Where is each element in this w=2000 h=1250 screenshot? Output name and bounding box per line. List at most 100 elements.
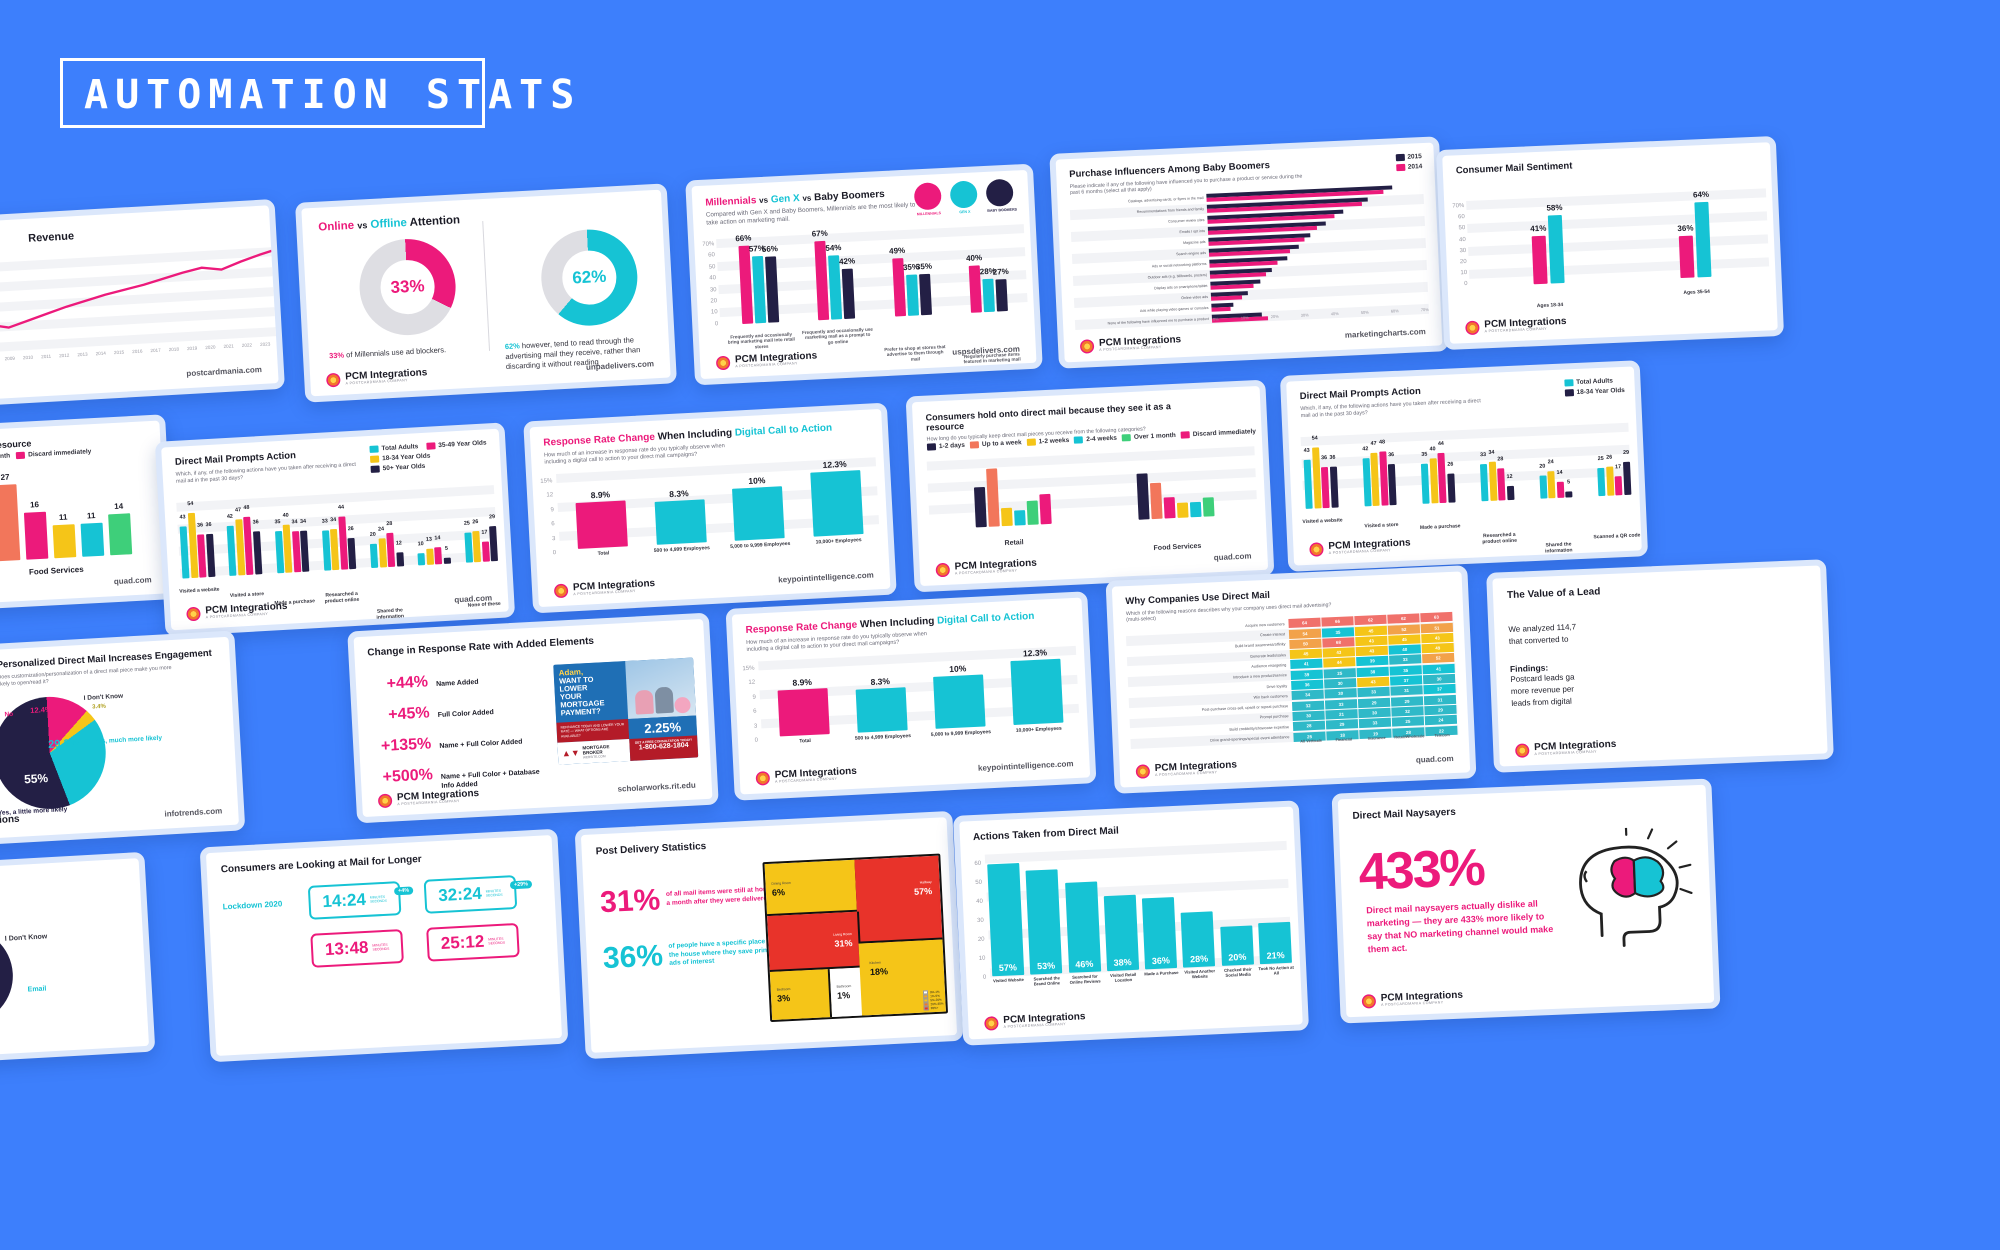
- heatmap-cell: 32: [1291, 700, 1325, 711]
- source-label: marketingcharts.com: [1344, 326, 1426, 340]
- pcm-logo-icon: [984, 1016, 999, 1031]
- added-element-label: Name + Full Color Added: [439, 738, 523, 750]
- heatmap-cell: 66: [1321, 616, 1354, 627]
- action-bar: 28% Visited Another Website: [1180, 911, 1216, 979]
- bottom-left-label-email: Email: [27, 985, 47, 994]
- heatmap-cell: 25: [1391, 716, 1425, 727]
- bar-group: 25 26 17 29 None of these: [464, 514, 501, 609]
- bar-group: 20 24 28 12 Shared the information: [369, 521, 404, 621]
- bar: 48: [243, 505, 254, 576]
- heatmap-cell: 41: [1290, 659, 1323, 670]
- brand-logo: PCM Integrations A POSTCARDMANIA COMPANY: [553, 578, 656, 599]
- card-prompts-left[interactable]: Direct Mail Prompts Action Which, if any…: [154, 422, 516, 637]
- response-b-bars: 8.9% Total 8.3% 500 to 4,999 Employees 10%…: [762, 646, 1077, 745]
- bar-value: 47: [234, 506, 242, 514]
- added-element-value: +44%: [386, 673, 429, 693]
- pie-label-much: Yes, much more likely: [93, 734, 163, 746]
- bar-group: 43 54 36 36 Visited a website: [1302, 435, 1342, 525]
- action-bar-label: Visited Retail Location: [1109, 971, 1137, 983]
- sentiment-title: Consumer Mail Sentiment: [1455, 160, 1573, 177]
- card-personalized-direct-mail[interactable]: Personalized Direct Mail Increases Engag…: [0, 630, 246, 850]
- bar-group: 33 34 28 12 Researched a product online: [1480, 450, 1517, 545]
- pcm-logo-icon: [715, 355, 731, 371]
- heatmap-cell: 45: [1354, 625, 1388, 636]
- actions-taken-bars: 57% Visited Website 53% Searched the Brand …: [987, 841, 1294, 986]
- heatmap-cell: 34: [1291, 689, 1324, 701]
- heatmap-column-label: Insurance: [1367, 735, 1386, 741]
- card-resource-left[interactable]: as a resource 1 month Discard immediatel…: [0, 414, 175, 615]
- longer-cell-b1: 32:24 MINUTES SECONDS: [423, 875, 518, 914]
- action-bar-label: Searched for Online Reviews: [1069, 973, 1101, 985]
- source-label: uspsdelivers.com: [952, 343, 1021, 357]
- added-element-value: +45%: [387, 704, 431, 724]
- naysayers-body: Direct mail naysayers actually dislike a…: [1366, 898, 1554, 955]
- pie-value-much: 29.2%: [47, 737, 80, 751]
- card-added-elements[interactable]: Change in Response Rate with Added Eleme…: [347, 612, 719, 824]
- heatmap-cell: 43: [1355, 645, 1389, 657]
- heatmap-cell: 40: [1388, 644, 1421, 655]
- bar: 44: [1438, 441, 1447, 504]
- sentiment-yaxis: 70% 60 50 40 30 20 10 0: [1452, 203, 1468, 288]
- card-response-rate-b[interactable]: Response Rate Change When Including Digi…: [725, 591, 1097, 801]
- card-why-companies[interactable]: Why Companies Use Direct Mail Which of t…: [1105, 565, 1477, 794]
- bar-value: 48: [1378, 439, 1386, 446]
- source-label: unpadelivers.com: [585, 358, 655, 372]
- bar-category-label: Visited a store: [1364, 521, 1399, 530]
- bar: 17: [1615, 464, 1623, 496]
- heatmap-cell: 37: [1423, 684, 1456, 695]
- card-post-delivery[interactable]: Post Delivery Statistics 31% of all mail…: [574, 810, 964, 1060]
- bar-group: 43 54 36 36 Visited a website: [179, 501, 219, 595]
- brand-logo: PCM Integrations A POSTCARDMANIA COMPANY: [1361, 990, 1464, 1009]
- naysayers-big-value: 433%: [1357, 838, 1485, 902]
- bar-value: 34: [291, 519, 298, 526]
- influencer-label: None of the following have influenced me…: [1107, 316, 1210, 326]
- action-bar: 20% Checked their Social Media: [1219, 925, 1254, 978]
- brand-logo: PCM Integrations A POSTCARDMANIA COMPANY: [755, 766, 858, 786]
- card-mail-longer[interactable]: Consumers are Looking at Mail for Longer…: [199, 828, 569, 1063]
- card-prompts-right[interactable]: Direct Mail Prompts Action Which, if any…: [1279, 360, 1649, 572]
- bar: 25: [464, 520, 473, 563]
- bar-value: 25: [1597, 455, 1604, 462]
- card-response-rate-a[interactable]: Response Rate Change When Including Digi…: [523, 402, 897, 614]
- value-lead-title: The Value of a Lead: [1506, 586, 1601, 602]
- heatmap-cell: 49: [1421, 643, 1454, 654]
- card-revenue[interactable]: Revenue 20032004200520062007200820092010…: [0, 198, 285, 412]
- bar-value: 10: [417, 541, 424, 548]
- prompts-left-bars: 43 54 36 36 Visited a website 42 47 48 36 Visited…: [178, 485, 501, 630]
- pcm-logo-icon: [186, 606, 201, 622]
- bar: 36: [1329, 455, 1339, 508]
- bottom-left-label-idk: I Don't Know: [4, 933, 48, 943]
- card-actions-taken[interactable]: Actions Taken from Direct Mail 60 50 40 30 2…: [952, 800, 1310, 1046]
- heatmap-cell: 30: [1292, 710, 1325, 721]
- bar-value: 34: [299, 518, 307, 526]
- donut-online: 33%: [357, 236, 459, 338]
- pie-value-little: 55%: [23, 771, 49, 787]
- bar-value: 33: [1479, 451, 1487, 458]
- card-naysayers[interactable]: Direct Mail Naysayers 433% Direct mail n…: [1331, 778, 1721, 1024]
- bar-value: 5: [1566, 479, 1571, 486]
- card-hold-onto-mail[interactable]: Consumers hold onto direct mail because …: [905, 379, 1275, 593]
- added-element-value: +135%: [380, 735, 432, 755]
- action-bar-value: 46%: [1075, 958, 1094, 970]
- card-online-offline-attention[interactable]: Online vs Offline Attention 33% 33% of M…: [295, 183, 677, 403]
- card-generations[interactable]: Millennials vs Gen X vs Baby Boomers Com…: [685, 163, 1043, 386]
- heatmap-cell: 31: [1390, 685, 1423, 696]
- bar-value: 34: [330, 517, 337, 524]
- bar-value: 20: [1539, 463, 1546, 471]
- bar: 35: [1421, 452, 1430, 504]
- response-a-yaxis: 15% 12 9 6 3 0: [540, 478, 557, 557]
- action-bar-label: Visited Website: [992, 976, 1024, 984]
- revenue-line: [0, 248, 275, 351]
- bar-value: 42: [1362, 446, 1369, 453]
- bar: 33: [322, 519, 332, 571]
- heatmap-cell: 33: [1389, 654, 1422, 666]
- legend-item: 1-2 weeks: [1026, 437, 1069, 446]
- card-value-of-lead[interactable]: The Value of a Lead We analyzed 114,7 th…: [1486, 559, 1834, 773]
- card-bottom-left-partial[interactable]: I Don't Know 9.7% Email: [0, 851, 156, 1069]
- bar: 26: [1447, 461, 1456, 503]
- heatmap-cell: 50: [1289, 638, 1322, 649]
- action-bar: 36% Made a Purchase: [1142, 897, 1179, 976]
- brand-logo: PCM Integrations A POSTCARDMANIA COMPANY: [984, 1011, 1086, 1031]
- card-consumer-mail-sentiment[interactable]: Consumer Mail Sentiment 70% 60 50 40 30 20 10 0…: [1435, 135, 1785, 351]
- card-purchase-influencers[interactable]: Purchase Influencers Among Baby Boomers …: [1049, 136, 1449, 369]
